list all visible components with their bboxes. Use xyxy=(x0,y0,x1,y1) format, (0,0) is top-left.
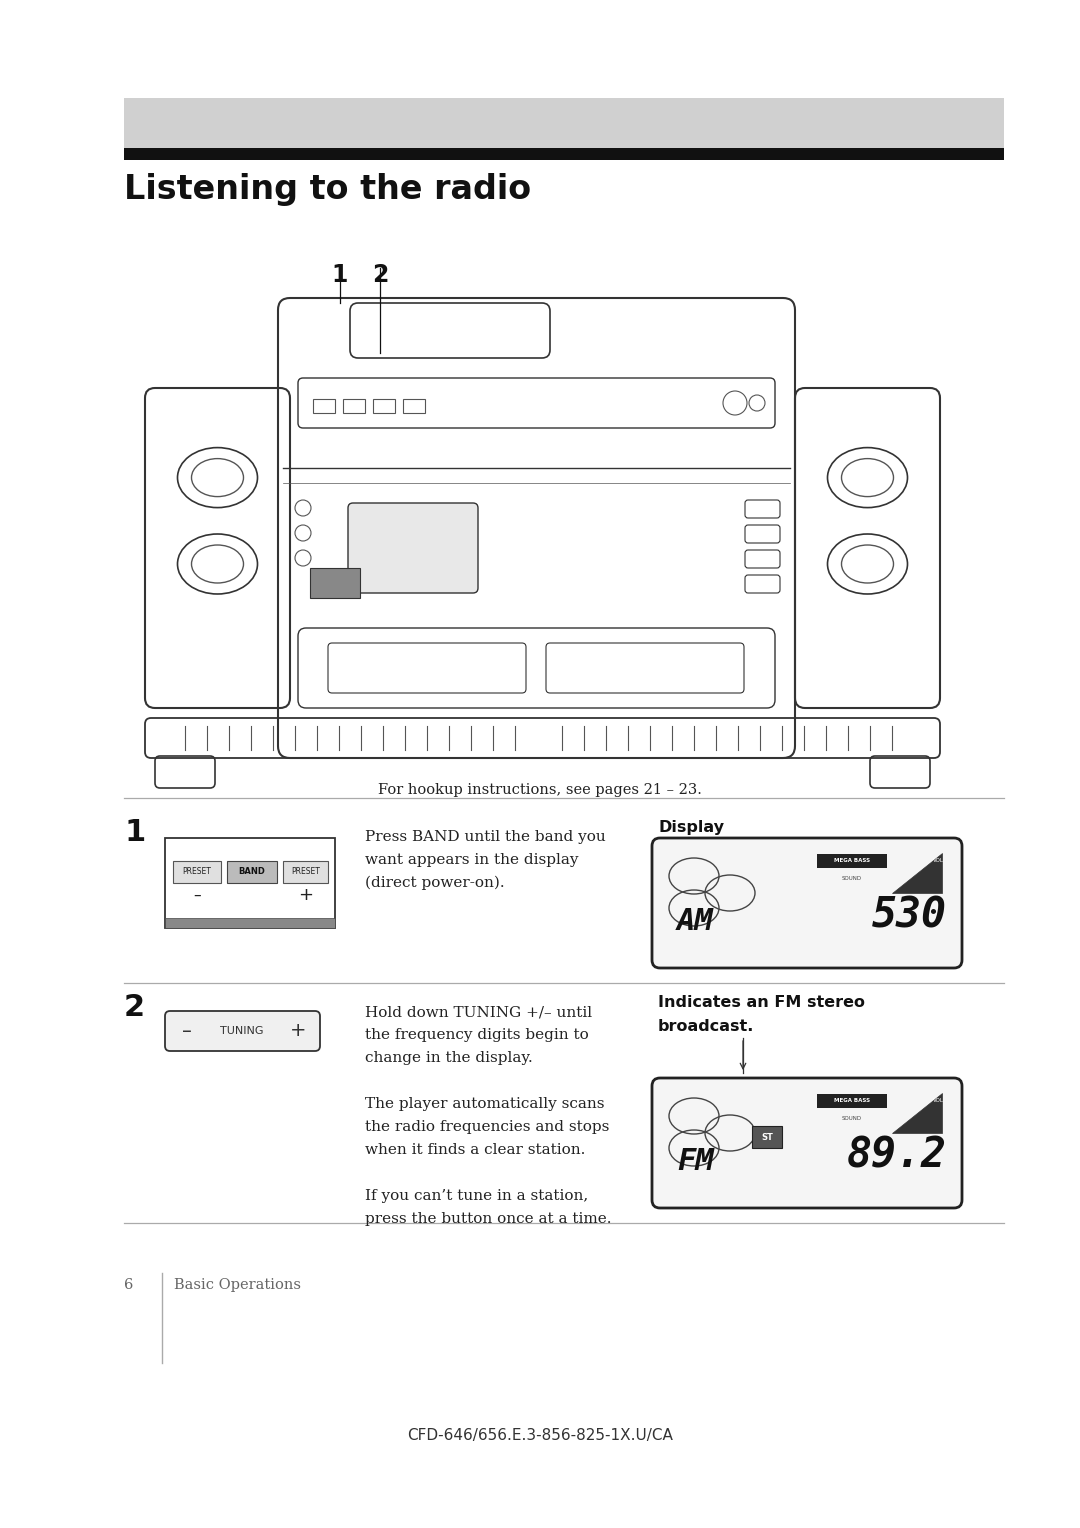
FancyBboxPatch shape xyxy=(652,837,962,969)
Text: change in the display.: change in the display. xyxy=(365,1051,532,1065)
Text: the radio frequencies and stops: the radio frequencies and stops xyxy=(365,1120,609,1134)
Bar xyxy=(165,918,335,927)
Text: 6: 6 xyxy=(124,1277,133,1293)
Text: MEGA BASS: MEGA BASS xyxy=(834,1099,870,1103)
Bar xyxy=(816,854,887,868)
Bar xyxy=(165,837,335,927)
Polygon shape xyxy=(892,1093,942,1132)
Text: PRESET: PRESET xyxy=(292,868,320,877)
Text: VOL: VOL xyxy=(933,859,944,863)
FancyBboxPatch shape xyxy=(165,1012,320,1051)
Bar xyxy=(124,148,1004,160)
FancyBboxPatch shape xyxy=(348,503,478,593)
Polygon shape xyxy=(892,853,942,892)
Text: (direct power-on).: (direct power-on). xyxy=(365,876,504,891)
Text: For hookup instructions, see pages 21 – 23.: For hookup instructions, see pages 21 – … xyxy=(378,782,702,798)
Text: Press BAND until the band you: Press BAND until the band you xyxy=(365,830,606,843)
Text: Basic Operations: Basic Operations xyxy=(174,1277,301,1293)
Text: when it finds a clear station.: when it finds a clear station. xyxy=(365,1143,585,1157)
Text: SOUND: SOUND xyxy=(842,1115,862,1122)
Text: Hold down TUNING +/– until: Hold down TUNING +/– until xyxy=(365,1005,592,1019)
Text: Display: Display xyxy=(658,821,724,834)
Bar xyxy=(310,568,360,597)
Text: press the button once at a time.: press the button once at a time. xyxy=(365,1212,611,1225)
Text: 1: 1 xyxy=(332,263,348,287)
Bar xyxy=(173,860,221,883)
Text: 530: 530 xyxy=(872,894,947,937)
Bar xyxy=(313,399,335,413)
Text: AM: AM xyxy=(677,908,714,937)
Bar xyxy=(124,98,1004,148)
Text: the frequency digits begin to: the frequency digits begin to xyxy=(365,1028,589,1042)
Text: SOUND: SOUND xyxy=(842,876,862,882)
Text: 2: 2 xyxy=(124,993,145,1022)
Text: –: – xyxy=(183,1022,192,1041)
Bar xyxy=(403,399,426,413)
Text: 1: 1 xyxy=(124,817,145,847)
Text: 2: 2 xyxy=(372,263,388,287)
Text: VOL: VOL xyxy=(933,1099,944,1103)
FancyBboxPatch shape xyxy=(652,1077,962,1209)
Text: broadcast.: broadcast. xyxy=(658,1019,754,1034)
Text: TUNING: TUNING xyxy=(220,1025,264,1036)
Text: If you can’t tune in a station,: If you can’t tune in a station, xyxy=(365,1189,589,1203)
Text: +: + xyxy=(298,886,313,905)
Bar xyxy=(227,860,276,883)
Text: BAND: BAND xyxy=(239,868,266,877)
Bar xyxy=(752,1126,782,1148)
Bar xyxy=(283,860,328,883)
Text: FM: FM xyxy=(677,1148,714,1177)
Text: The player automatically scans: The player automatically scans xyxy=(365,1097,605,1111)
Text: want appears in the display: want appears in the display xyxy=(365,853,579,866)
Text: +: + xyxy=(289,1022,307,1041)
Bar xyxy=(373,399,395,413)
Text: Listening to the radio: Listening to the radio xyxy=(124,173,531,206)
Text: –: – xyxy=(193,888,201,903)
Text: CFD-646/656.E.3-856-825-1X.U/CA: CFD-646/656.E.3-856-825-1X.U/CA xyxy=(407,1429,673,1442)
Text: MEGA BASS: MEGA BASS xyxy=(834,859,870,863)
Bar xyxy=(343,399,365,413)
Text: ST: ST xyxy=(761,1132,773,1141)
Text: PRESET: PRESET xyxy=(183,868,212,877)
Text: Indicates an FM stereo: Indicates an FM stereo xyxy=(658,995,865,1010)
Text: 89.2: 89.2 xyxy=(847,1134,947,1177)
Bar xyxy=(816,1094,887,1108)
